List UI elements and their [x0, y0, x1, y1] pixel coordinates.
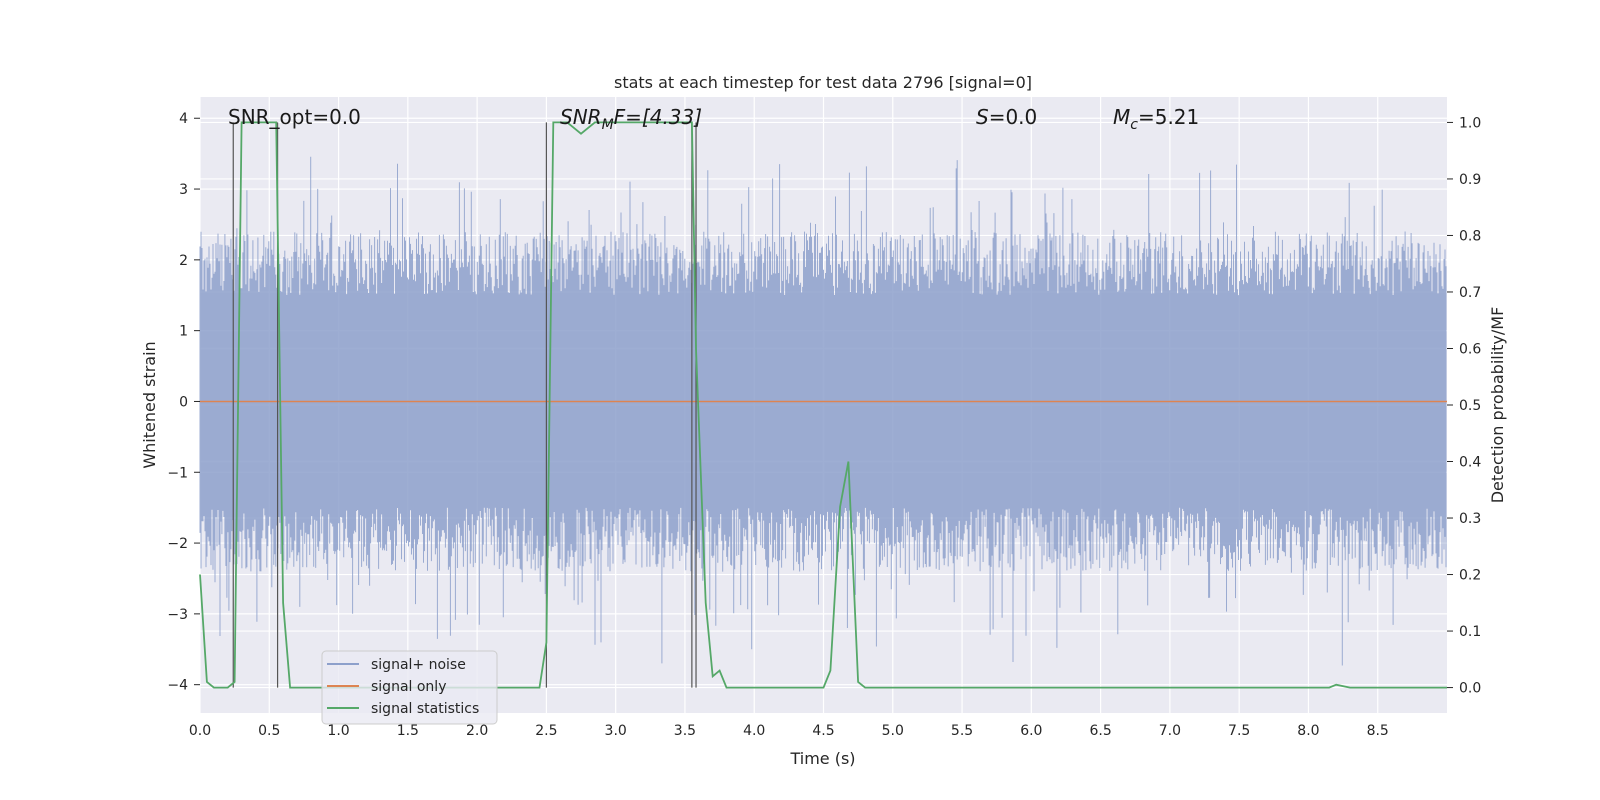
x-tick-label: 3.0: [605, 723, 627, 739]
x-tick-label: 4.0: [743, 723, 765, 739]
y-right-tick-label: 0.7: [1459, 285, 1481, 301]
legend-label-signal-noise: signal+ noise: [371, 657, 466, 673]
signal-noise-line: [199, 156, 1447, 666]
y-left-tick-label: −1: [167, 465, 188, 481]
y-left-tick-label: 2: [179, 253, 188, 269]
x-tick-label: 2.0: [466, 723, 488, 739]
annotation-snr-mf: SNRMF=[4.33]: [560, 105, 702, 133]
y-right-tick-label: 0.1: [1459, 624, 1481, 640]
x-tick-label: 4.5: [812, 723, 834, 739]
y-left-tick-label: 1: [179, 324, 188, 340]
x-tick-label: 7.5: [1228, 723, 1250, 739]
y-right-tick-label: 0.3: [1459, 511, 1481, 527]
legend-box: [321, 650, 498, 725]
x-tick-labels: 0.0 0.5 1.0 1.5 2.0 2.5 3.0 3.5 4.0 4.5 5.0 5.5 6.0 6…: [189, 723, 1389, 739]
annotation-mc: Mc=5.21: [1113, 105, 1199, 133]
x-tick-label: 3.5: [674, 723, 696, 739]
x-tick-label: 8.0: [1297, 723, 1319, 739]
x-tick-label: 0.0: [189, 723, 211, 739]
y-right-tick-labels: 1.0 0.9 0.8 0.7 0.6 0.5 0.4 0.3 0.2 0.1 0.0: [1447, 115, 1481, 697]
signal-noise-series: [199, 156, 1447, 666]
x-tick-label: 2.5: [535, 723, 557, 739]
x-tick-label: 5.5: [951, 723, 973, 739]
y-left-axis-label: Whitened strain: [140, 341, 159, 468]
y-left-tick-label: 4: [179, 111, 188, 127]
y-left-tick-label: −2: [167, 536, 188, 552]
annotation-snr-opt: SNR_opt=0.0: [228, 105, 361, 129]
x-tick-label: 5.0: [882, 723, 904, 739]
x-tick-label: 7.0: [1159, 723, 1181, 739]
y-right-axis-label: Detection probability/MF: [1488, 307, 1507, 504]
y-left-tick-label: 3: [179, 182, 188, 198]
x-tick-label: 8.5: [1367, 723, 1389, 739]
y-right-tick-label: 0.9: [1459, 172, 1481, 188]
chart-title: stats at each timestep for test data 279…: [614, 73, 1032, 92]
y-right-tick-label: 0.5: [1459, 398, 1481, 414]
legend-label-signal-statistics: signal statistics: [371, 701, 479, 717]
x-tick-label: 0.5: [258, 723, 280, 739]
signal-statistics-series: [199, 121, 1447, 689]
y-left-tick-label: −4: [167, 678, 188, 694]
x-axis-label: Time (s): [789, 749, 855, 768]
annotation-s: S=0.0: [976, 105, 1037, 129]
signal-statistics-line: [199, 121, 1447, 689]
x-tick-label: 1.0: [327, 723, 349, 739]
x-tick-label: 6.0: [1020, 723, 1042, 739]
x-tick-label: 6.5: [1089, 723, 1111, 739]
y-left-tick-label: −3: [167, 607, 188, 623]
y-right-tick-label: 1.0: [1459, 115, 1481, 131]
legend-label-signal-only: signal only: [371, 679, 446, 695]
y-right-tick-label: 0.6: [1459, 341, 1481, 357]
legend: signal+ noise signal only signal statist…: [321, 650, 498, 725]
y-right-tick-label: 0.0: [1459, 681, 1481, 697]
x-tick-label: 1.5: [397, 723, 419, 739]
y-left-tick-label: 0: [179, 394, 188, 410]
y-left-tick-labels: 4 3 2 1 0 −1 −2 −3 −4: [167, 111, 200, 694]
y-right-tick-label: 0.4: [1459, 455, 1481, 471]
y-right-tick-label: 0.8: [1459, 228, 1481, 244]
y-right-tick-label: 0.2: [1459, 568, 1481, 584]
